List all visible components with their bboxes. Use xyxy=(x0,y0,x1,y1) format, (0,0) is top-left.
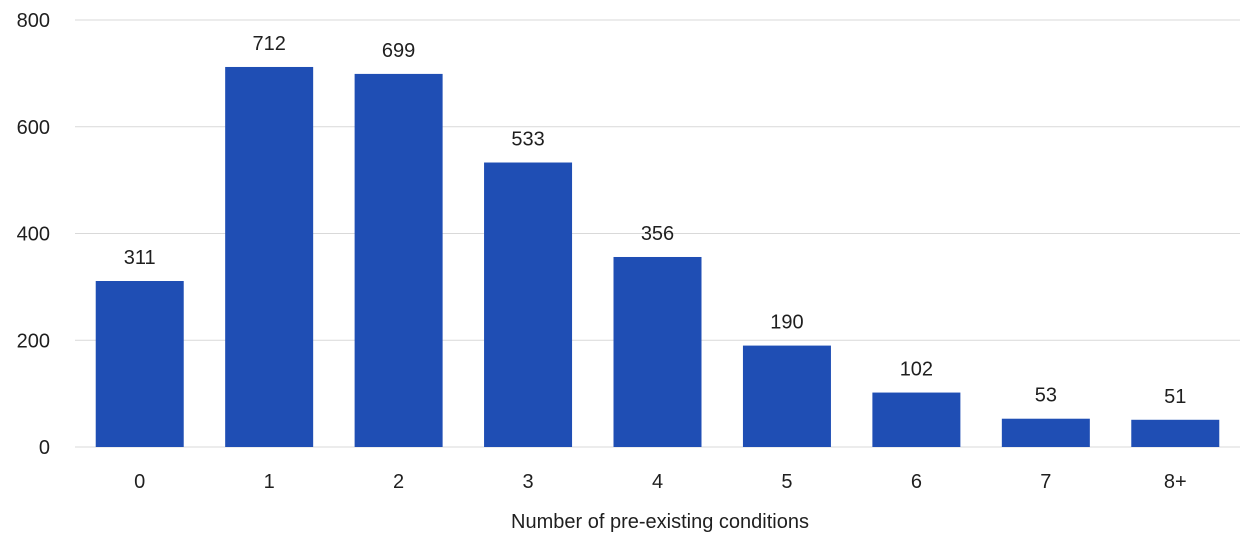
y-axis-tick-labels: 0 200 400 600 800 xyxy=(17,10,50,459)
y-tick-label: 200 xyxy=(17,330,50,352)
data-label: 356 xyxy=(641,223,674,245)
data-labels: 311 712 699 533 356 190 102 53 51 xyxy=(124,33,1187,408)
x-axis-title: Number of pre-existing conditions xyxy=(511,511,809,533)
bars xyxy=(95,66,1220,448)
data-label: 53 xyxy=(1035,385,1057,407)
bar xyxy=(742,345,831,447)
bar xyxy=(1131,419,1220,447)
y-tick-label: 600 xyxy=(17,117,50,139)
x-tick-label: 8+ xyxy=(1164,471,1187,493)
bar xyxy=(95,281,184,447)
bar xyxy=(613,256,702,447)
bar xyxy=(225,66,314,447)
bar xyxy=(1001,418,1090,447)
y-tick-label: 0 xyxy=(39,437,50,459)
x-axis-tick-labels: 0 1 2 3 4 5 6 7 8+ xyxy=(134,471,1187,493)
x-tick-label: 2 xyxy=(393,471,404,493)
bar xyxy=(872,392,961,447)
x-tick-label: 3 xyxy=(522,471,533,493)
data-label: 712 xyxy=(252,33,285,55)
data-label: 533 xyxy=(511,129,544,151)
y-tick-label: 800 xyxy=(17,10,50,32)
x-tick-label: 5 xyxy=(781,471,792,493)
x-tick-label: 0 xyxy=(134,471,145,493)
bar xyxy=(354,73,443,447)
bar xyxy=(484,162,573,448)
x-tick-label: 1 xyxy=(264,471,275,493)
y-tick-label: 400 xyxy=(17,224,50,246)
x-tick-label: 4 xyxy=(652,471,663,493)
data-label: 190 xyxy=(770,312,803,334)
data-label: 699 xyxy=(382,40,415,62)
data-label: 102 xyxy=(900,359,933,381)
x-tick-label: 6 xyxy=(911,471,922,493)
data-label: 311 xyxy=(124,247,156,269)
x-tick-label: 7 xyxy=(1040,471,1051,493)
data-label: 51 xyxy=(1164,386,1186,408)
